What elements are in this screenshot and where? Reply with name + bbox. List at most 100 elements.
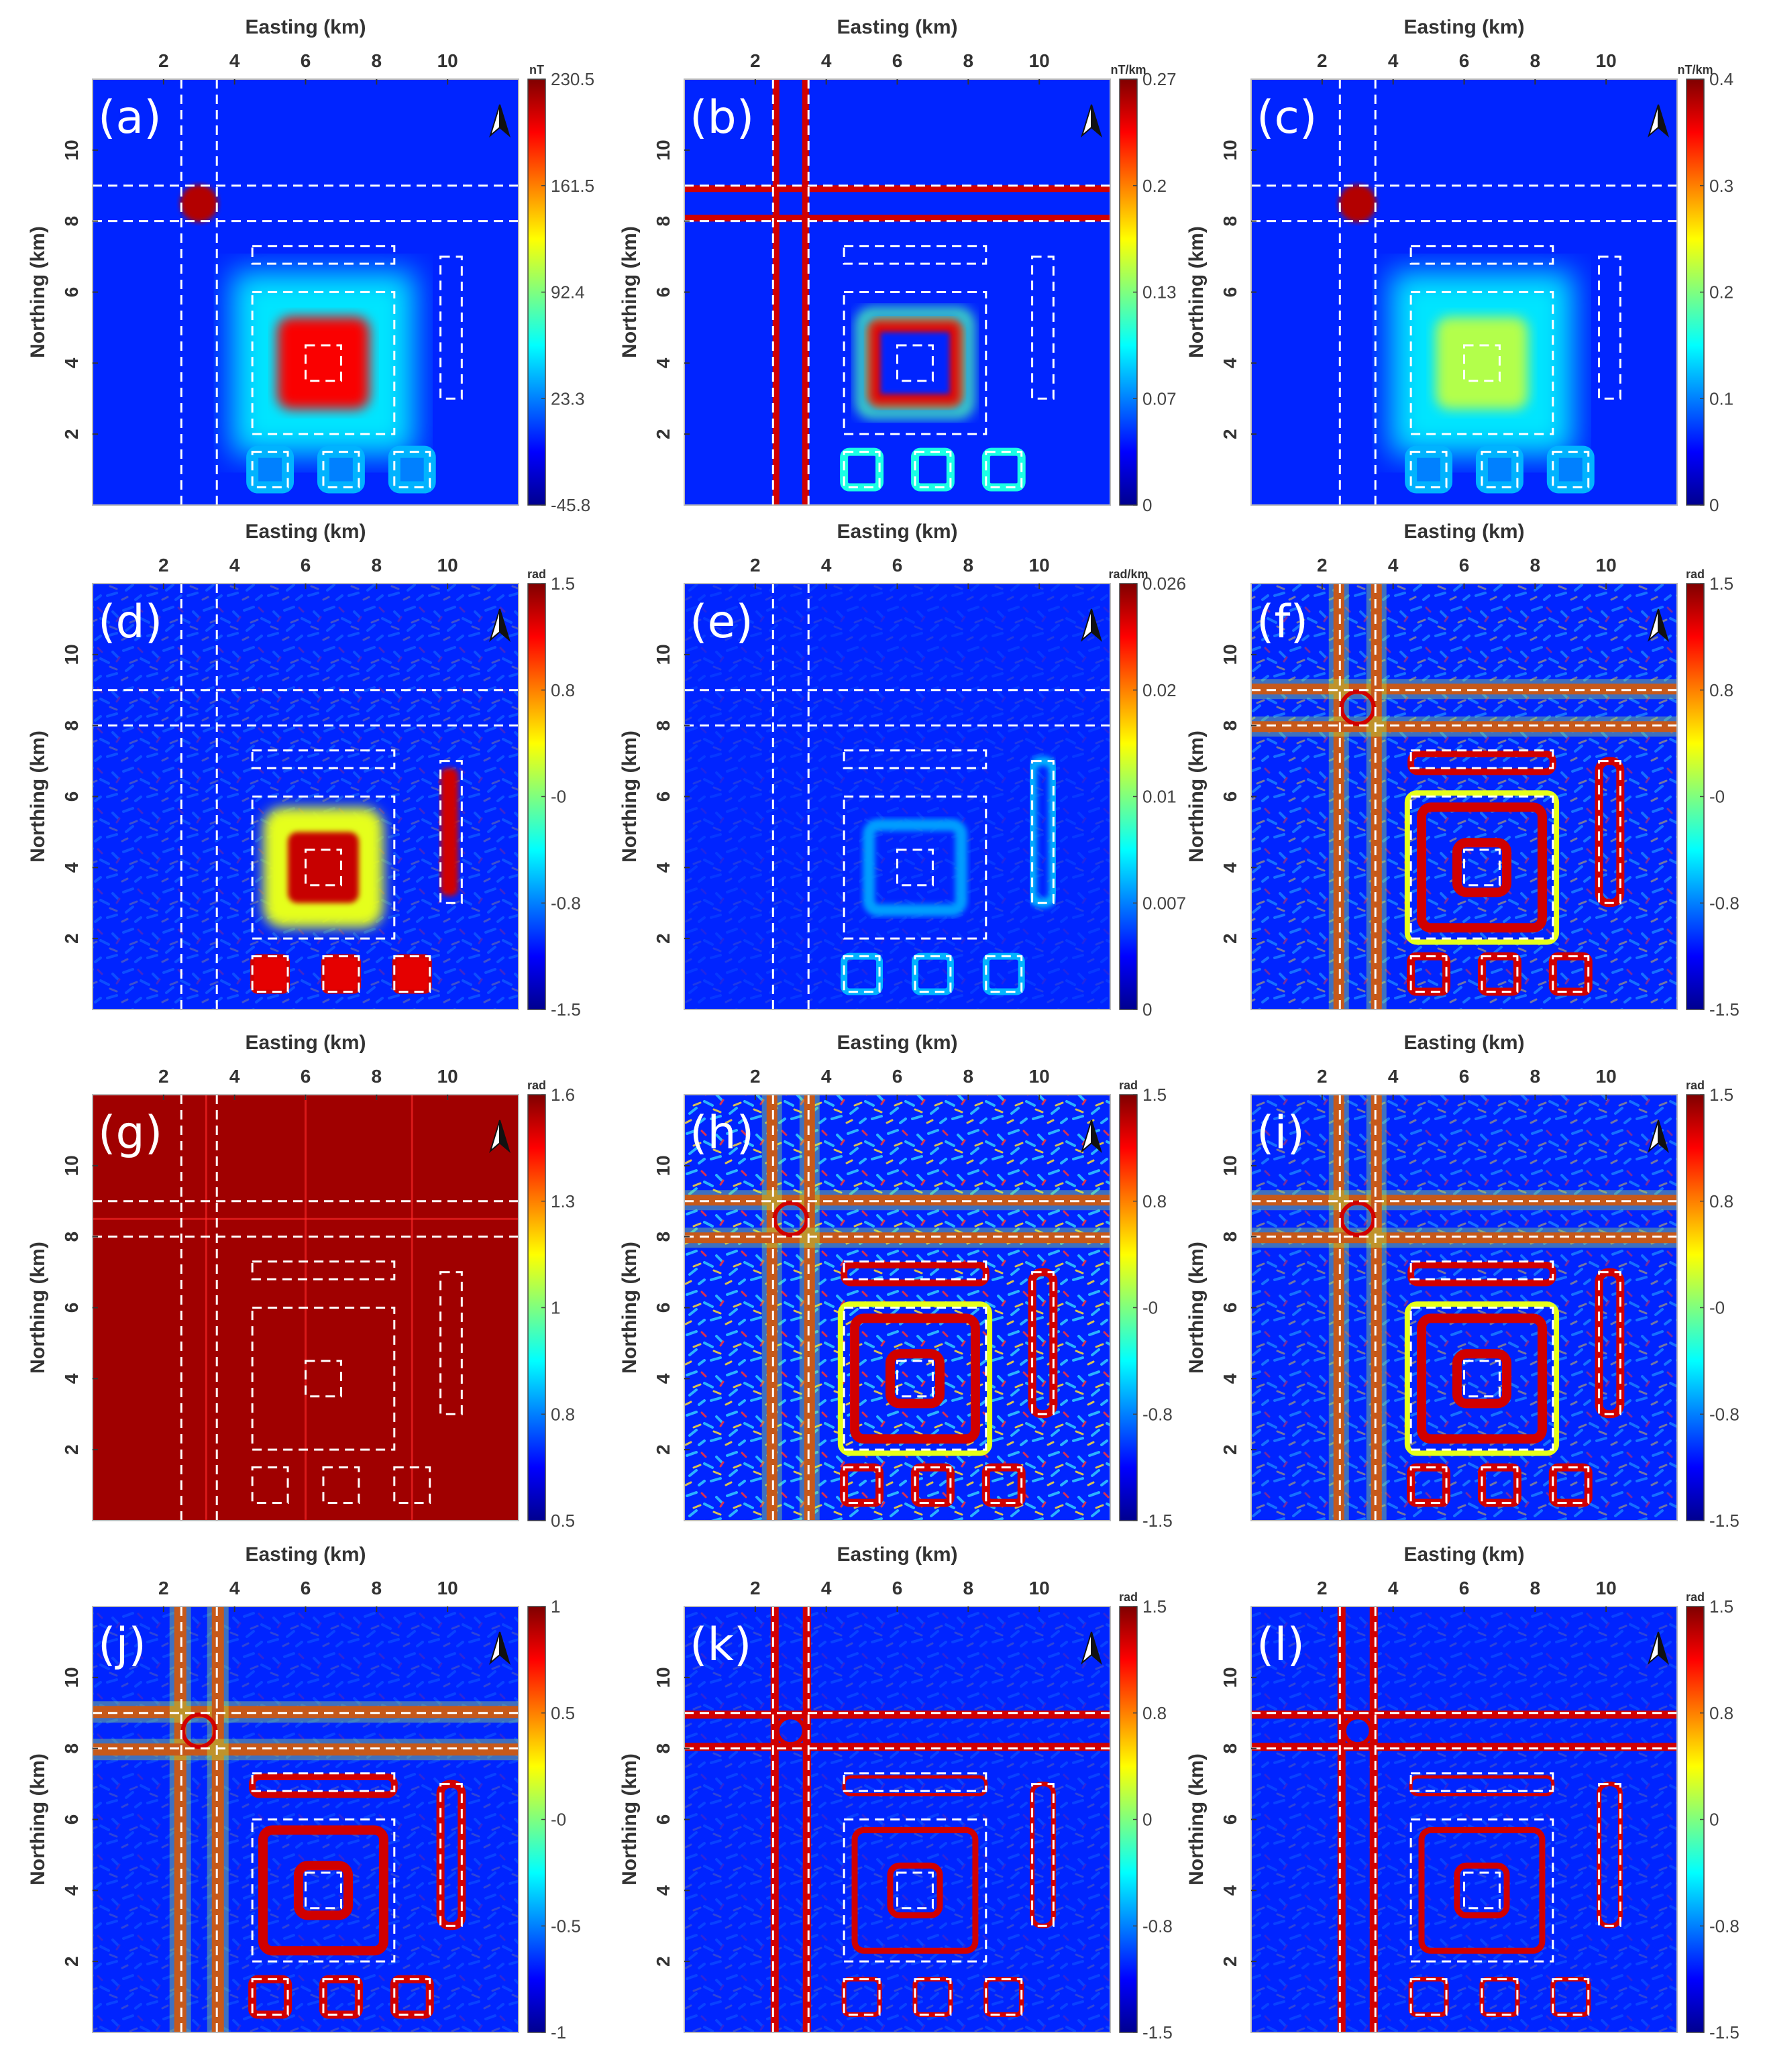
x-axis-label: Easting (km) [1403, 1543, 1524, 1566]
source-outline [439, 760, 463, 904]
colorbar-tick-label: -1.5 [551, 999, 581, 1020]
colorbar-tick-label: 230.5 [551, 69, 594, 89]
panel-label: (a) [98, 91, 162, 144]
y-tick-label: 8 [653, 720, 674, 731]
x-tick-label: 8 [963, 50, 974, 71]
colorbar-tick-label: -1 [551, 2022, 566, 2042]
small-anomaly [388, 445, 436, 494]
colorbar-unit: nT/km [1677, 63, 1713, 76]
anomaly-ring [1418, 1826, 1546, 1954]
x-tick-label: 8 [372, 1578, 382, 1598]
panel-label: (i) [1256, 1107, 1305, 1160]
source-outline [843, 1260, 987, 1280]
x-tick-label: 4 [821, 555, 832, 576]
source-outline [896, 344, 934, 382]
source-outline [843, 245, 987, 265]
source-outline [985, 451, 1023, 489]
x-tick-label: 2 [158, 1578, 169, 1598]
y-tick-label: 6 [1220, 792, 1240, 802]
panel-label: (e) [690, 596, 753, 649]
x-tick-label: 8 [1530, 1578, 1541, 1598]
colorbar-tick-label: 0 [1142, 999, 1152, 1020]
anomaly-ring [856, 308, 974, 419]
source-outlines [1251, 1095, 1677, 1521]
source-outline [1031, 1271, 1055, 1415]
intersection-peak [1338, 184, 1377, 223]
source-outline [1031, 1783, 1055, 1927]
y-tick-label: 4 [653, 862, 674, 873]
intersection-ring [775, 1715, 806, 1747]
colorbar-tick-label: 0 [1709, 1810, 1719, 1830]
y-tick-label: 2 [61, 429, 82, 439]
source-outlines [684, 1095, 1110, 1521]
x-tick-label: 8 [963, 1578, 974, 1598]
y-tick-label: 4 [1220, 1373, 1240, 1384]
small-anomaly [1405, 445, 1453, 494]
colorbar-tick-label: -1.5 [1709, 999, 1740, 1020]
panel-label: (h) [690, 1107, 754, 1160]
source-outline [1598, 1271, 1621, 1415]
source-outline [251, 1978, 289, 2016]
y-tick-label: 8 [653, 1232, 674, 1242]
colorbar-tick-label: 1.5 [1709, 574, 1733, 594]
colorbar-tick-label: 0.3 [1709, 176, 1733, 196]
y-tick-label: 4 [653, 1885, 674, 1896]
x-tick-label: 2 [1317, 50, 1328, 71]
x-tick-label: 4 [229, 50, 240, 71]
source-outline [985, 1978, 1023, 2016]
heatmap-i [1251, 1095, 1677, 1521]
source-outline [1409, 796, 1554, 940]
anomaly-ring [293, 1861, 353, 1920]
y-tick-label: 4 [1220, 358, 1240, 368]
x-tick-label: 2 [750, 1578, 761, 1598]
x-axis-label: Easting (km) [1403, 1032, 1524, 1054]
y-axis-label: Northing (km) [27, 730, 49, 863]
source-outline [322, 955, 360, 993]
x-tick-label: 6 [1459, 1578, 1470, 1598]
x-tick-label: 6 [301, 555, 311, 576]
y-axis-label: Northing (km) [619, 226, 641, 358]
x-tick-label: 2 [750, 50, 761, 71]
colorbar-tick-label: 0.026 [1142, 574, 1186, 594]
y-tick-label: 4 [653, 1373, 674, 1384]
source-outline [251, 1260, 396, 1280]
panel-a: (a) Easting (km) 2 4 6 8 10 Northing (km) 2 4 6 8 10… [27, 16, 594, 515]
x-tick-label: 8 [1530, 555, 1541, 576]
source-outline [843, 1307, 987, 1451]
panel-l: (l) Easting (km) 2 4 6 8 10 Northing (km) 2 4 6 8 10… [1185, 1543, 1740, 2042]
colorbar-tick-label: -0 [551, 1810, 566, 1830]
panel-i: (i) Easting (km) 2 4 6 8 10 Northing (km) 2 4 6 8 10… [1185, 1032, 1740, 1531]
heatmap-h [684, 1095, 1110, 1521]
source-outline [322, 451, 360, 489]
x-tick-label: 6 [892, 555, 903, 576]
y-tick-label: 2 [653, 1444, 674, 1455]
x-tick-label: 6 [301, 1578, 311, 1598]
heatmap-e [684, 584, 1110, 1010]
colorbar-tick-label: -0.8 [1709, 1916, 1740, 1936]
colorbar-tick-label: -1.5 [1709, 1511, 1740, 1531]
source-outline [843, 1772, 987, 1792]
y-tick-label: 2 [1220, 933, 1240, 944]
intersection-ring [1339, 1201, 1376, 1238]
heatmap-j [93, 1606, 519, 2032]
x-tick-label: 6 [301, 50, 311, 71]
north-arrow-icon [489, 1120, 511, 1153]
colorbar-tick-label: 0 [1709, 495, 1719, 515]
y-tick-label: 2 [653, 429, 674, 439]
source-outline [439, 256, 463, 400]
y-tick-label: 6 [653, 287, 674, 298]
y-axis-label: Northing (km) [619, 1242, 641, 1374]
source-outlines [684, 79, 1110, 505]
north-arrow-icon [1081, 608, 1102, 642]
anomaly-ring [1404, 1301, 1560, 1456]
intersection-ring [1342, 1715, 1373, 1747]
panel-label: (f) [1256, 596, 1308, 649]
y-tick-label: 2 [61, 933, 82, 944]
source-outline [1031, 256, 1055, 400]
anomaly-ring [1452, 838, 1512, 897]
colorbar-tick-label: 0.4 [1709, 69, 1733, 89]
source-outlines [684, 584, 1110, 1010]
x-tick-label: 4 [229, 1066, 240, 1087]
x-tick-label: 4 [1388, 50, 1399, 71]
source-outline [305, 344, 342, 382]
